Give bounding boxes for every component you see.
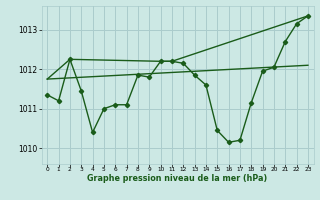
X-axis label: Graphe pression niveau de la mer (hPa): Graphe pression niveau de la mer (hPa) [87, 174, 268, 183]
